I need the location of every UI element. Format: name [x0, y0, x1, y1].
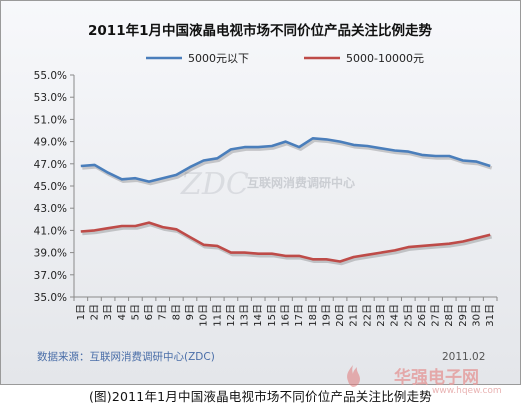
x-tick-label: 25日 — [403, 304, 414, 327]
x-tick-label: 9日 — [185, 304, 196, 320]
chart-frame: 2011年1月中国液晶电视市场不同价位产品关注比例走势 5000元以下 5000-… — [0, 0, 521, 385]
y-tick-label: 35.0% — [34, 292, 67, 304]
chart-background — [1, 1, 520, 384]
y-tick-label: 43.0% — [34, 203, 67, 215]
x-tick-label: 28日 — [444, 304, 455, 327]
x-tick-label: 21日 — [349, 304, 360, 327]
chart-watermark: ZDC 互联网消费调研中心 — [180, 167, 355, 202]
series-line-2 — [80, 221, 491, 263]
y-tick-label: 45.0% — [34, 181, 67, 193]
x-tick-label: 27日 — [431, 304, 442, 327]
plot-area: 55.0% 53.0% 51.0% 49.0% 47.0% 45.0% 43.0% 41.0%… — [34, 70, 498, 327]
x-tick-label: 22日 — [362, 304, 373, 327]
x-tick-label: 6日 — [144, 304, 155, 320]
date-note: 2011.02 — [442, 351, 485, 363]
x-tick-label: 2日 — [89, 304, 100, 320]
x-tick-label: 7日 — [158, 304, 169, 320]
series-line-1 — [80, 137, 491, 183]
x-tick-label: 14日 — [253, 304, 264, 327]
flame-logo-icon — [347, 365, 360, 387]
y-tick-label: 53.0% — [34, 92, 67, 104]
x-tick-label: 5日 — [130, 304, 141, 320]
x-tick-label: 17日 — [294, 304, 305, 327]
x-tick-label: 23日 — [376, 304, 387, 327]
x-tick-label: 31日 — [485, 304, 496, 327]
x-tick-label: 18日 — [308, 304, 319, 327]
y-tick-label: 39.0% — [34, 248, 67, 260]
site-watermark-url: www.hqew.com — [432, 386, 502, 396]
y-tick-label: 49.0% — [34, 137, 67, 149]
x-tick-label: 30日 — [472, 304, 483, 327]
x-tick-label: 29日 — [458, 304, 469, 327]
x-tick-label: 10日 — [199, 304, 210, 327]
x-tick-label: 8日 — [171, 304, 182, 320]
source-note: 数据来源：互联网消费调研中心(ZDC) — [37, 350, 215, 363]
legend-label-1: 5000元以下 — [188, 52, 249, 65]
site-watermark-brand: 华强电子网 — [394, 368, 479, 388]
x-tick-label: 16日 — [281, 304, 292, 327]
legend: 5000元以下 5000-10000元 — [146, 52, 424, 65]
series-shadow-2 — [82, 222, 493, 266]
y-tick-label: 51.0% — [34, 114, 67, 126]
watermark-zdc: ZDC — [180, 167, 249, 202]
y-tick-label: 47.0% — [34, 159, 67, 171]
x-tick-label: 24日 — [390, 304, 401, 327]
x-tick-label: 4日 — [117, 304, 128, 320]
x-tick-label: 13日 — [240, 304, 251, 327]
x-tick-label: 26日 — [417, 304, 428, 327]
figure-caption: (图)2011年1月中国液晶电视市场不同价位产品关注比例走势 — [88, 389, 433, 404]
x-tick-label: 20日 — [335, 304, 346, 327]
chart-title: 2011年1月中国液晶电视市场不同价位产品关注比例走势 — [88, 22, 432, 39]
line-chart: 2011年1月中国液晶电视市场不同价位产品关注比例走势 5000元以下 5000-… — [1, 1, 520, 384]
x-tick-label: 3日 — [103, 304, 114, 320]
y-tick-label: 41.0% — [34, 225, 67, 237]
legend-label-2: 5000-10000元 — [346, 52, 424, 65]
y-tick-label: 55.0% — [34, 70, 67, 82]
x-tick-label: 15日 — [267, 304, 278, 327]
x-tick-label: 19日 — [321, 304, 332, 327]
x-tick-label: 12日 — [226, 304, 237, 327]
x-tick-label: 1日 — [76, 304, 87, 320]
y-tick-label: 37.0% — [34, 270, 67, 282]
watermark-text: 互联网消费调研中心 — [247, 175, 355, 190]
x-tick-label: 11日 — [212, 304, 223, 327]
